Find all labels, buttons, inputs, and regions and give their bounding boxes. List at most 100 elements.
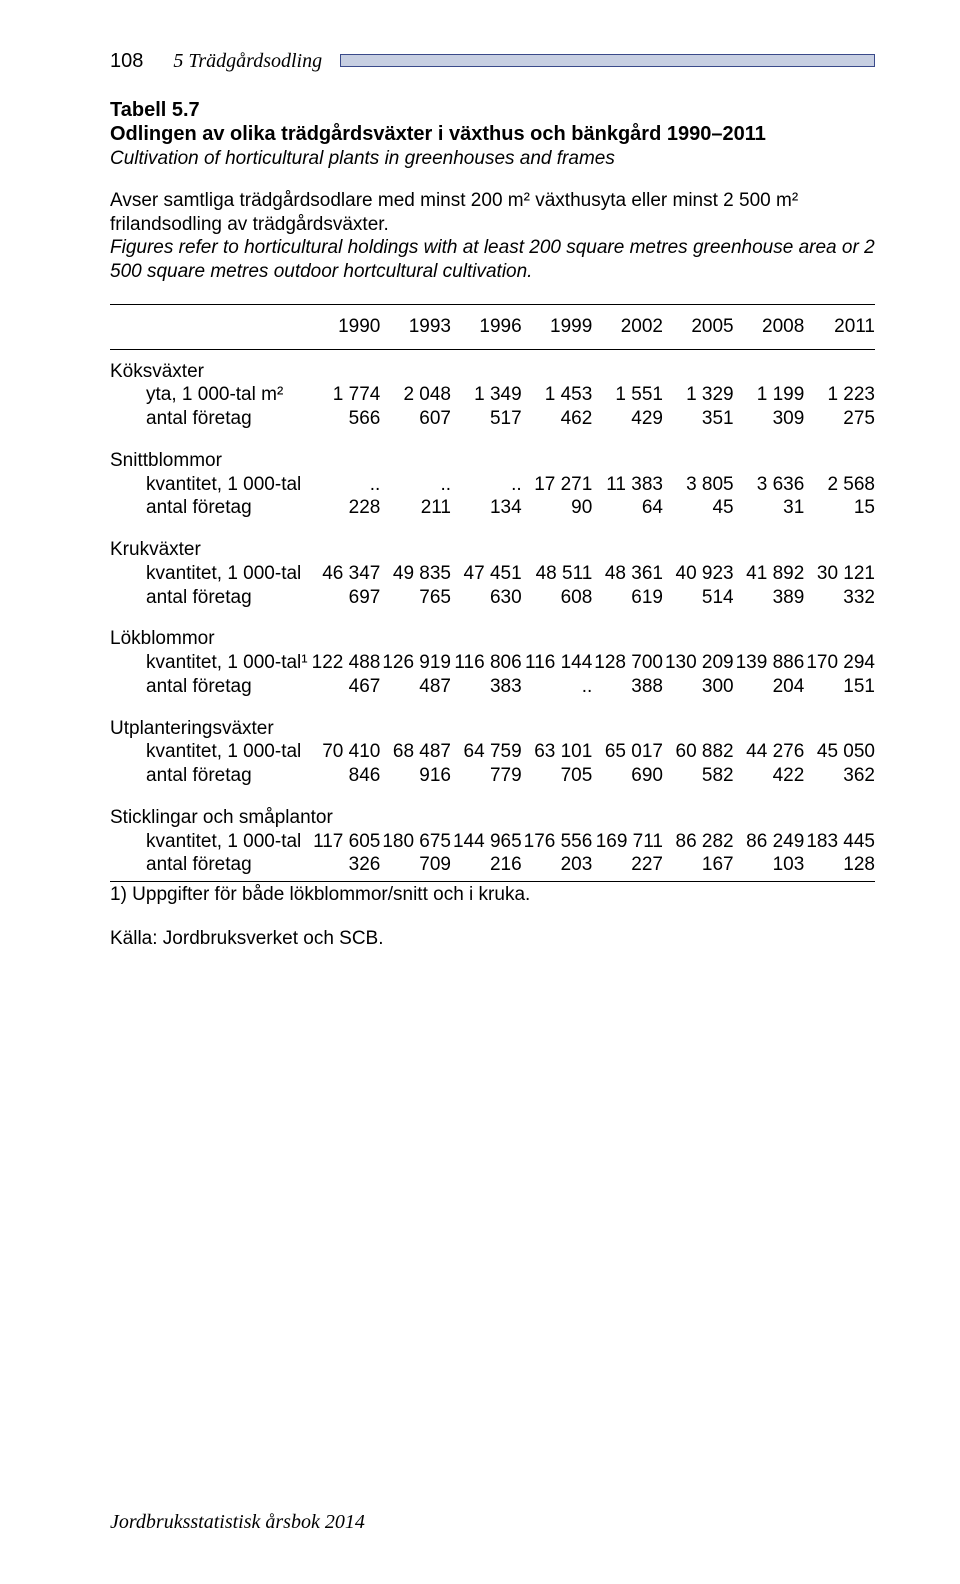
cell-value: 117 605 [310,830,381,854]
cell-value: 45 050 [804,740,875,764]
table-source: Källa: Jordbruksverket och SCB. [110,928,875,950]
header-year: 1999 [522,304,593,349]
cell-value: 846 [310,764,381,788]
cell-value: 183 445 [804,830,875,854]
cell-value: 144 965 [451,830,522,854]
cell-value: 70 410 [310,740,381,764]
table-header-row: 1990 1993 1996 1999 2002 2005 2008 2011 [110,304,875,349]
cell-value: 31 [734,496,805,520]
group-name: Lökblommor [110,609,875,651]
cell-value: 167 [663,853,734,881]
cell-value: 116 806 [451,651,522,675]
cell-value: 709 [380,853,451,881]
header-year: 1990 [310,304,381,349]
cell-value: 2 568 [804,473,875,497]
cell-value: 517 [451,407,522,431]
cell-value: 17 271 [522,473,593,497]
cell-value: 86 249 [734,830,805,854]
cell-value: 48 361 [592,562,663,586]
header-year: 2011 [804,304,875,349]
cell-value: 90 [522,496,593,520]
cell-value: 170 294 [804,651,875,675]
chapter-title: 5 Trädgårdsodling [173,50,322,73]
page-footer: Jordbruksstatistisk årsbok 2014 [110,1511,365,1534]
description-sv: Avser samtliga trädgårdsodlare med minst… [110,189,875,237]
header-year: 1996 [451,304,522,349]
group-name: Sticklingar och småplantor [110,788,875,830]
cell-value: 514 [663,586,734,610]
group-name: Köksväxter [110,349,875,383]
cell-value: 462 [522,407,593,431]
table-row: antal företag566607517462429351309275 [110,407,875,431]
group-name: Krukväxter [110,520,875,562]
cell-value: 351 [663,407,734,431]
cell-value: 11 383 [592,473,663,497]
table-row: antal företag2282111349064453115 [110,496,875,520]
table-row: antal företag467487383..388300204151 [110,675,875,699]
cell-value: .. [380,473,451,497]
cell-value: 309 [734,407,805,431]
cell-value: 467 [310,675,381,699]
row-label: antal företag [110,407,310,431]
cell-value: 228 [310,496,381,520]
cell-value: 3 636 [734,473,805,497]
cell-value: 422 [734,764,805,788]
row-label: kvantitet, 1 000-tal [110,473,310,497]
cell-value: 211 [380,496,451,520]
cell-value: 40 923 [663,562,734,586]
group-header-row: Utplanteringsväxter [110,699,875,741]
cell-value: 630 [451,586,522,610]
cell-value: 116 144 [522,651,593,675]
cell-value: 487 [380,675,451,699]
cell-value: 1 199 [734,383,805,407]
page-header: 108 5 Trädgårdsodling [110,50,875,73]
cell-value: 139 886 [734,651,805,675]
cell-value: 690 [592,764,663,788]
cell-value: 362 [804,764,875,788]
row-label: antal företag [110,764,310,788]
cell-value: 608 [522,586,593,610]
cell-value: 566 [310,407,381,431]
row-label: antal företag [110,853,310,881]
cell-value: 326 [310,853,381,881]
table-row: yta, 1 000-tal m²1 7742 0481 3491 4531 5… [110,383,875,407]
cell-value: 389 [734,586,805,610]
table-footnote: 1) Uppgifter för både lökblommor/snitt o… [110,884,875,906]
cell-value: 216 [451,853,522,881]
table-title-en: Cultivation of horticultural plants in g… [110,147,875,171]
cell-value: 122 488 [310,651,381,675]
cell-value: 128 700 [592,651,663,675]
cell-value: 582 [663,764,734,788]
group-header-row: Krukväxter [110,520,875,562]
cell-value: 86 282 [663,830,734,854]
cell-value: 68 487 [380,740,451,764]
cell-value: 64 759 [451,740,522,764]
table-row: antal företag846916779705690582422362 [110,764,875,788]
group-header-row: Lökblommor [110,609,875,651]
cell-value: 30 121 [804,562,875,586]
cell-value: 63 101 [522,740,593,764]
table-row: kvantitet, 1 000-tal117 605180 675144 96… [110,830,875,854]
cell-value: 705 [522,764,593,788]
header-year: 2002 [592,304,663,349]
page-number: 108 [110,50,143,73]
cell-value: 383 [451,675,522,699]
header-year: 2005 [663,304,734,349]
cell-value: 176 556 [522,830,593,854]
cell-value: 203 [522,853,593,881]
cell-value: 64 [592,496,663,520]
cell-value: 204 [734,675,805,699]
table-ref: Tabell 5.7 [110,99,875,122]
cell-value: 275 [804,407,875,431]
row-label: antal företag [110,496,310,520]
cell-value: 779 [451,764,522,788]
cell-value: 429 [592,407,663,431]
cell-value: 1 774 [310,383,381,407]
header-year: 2008 [734,304,805,349]
cell-value: 619 [592,586,663,610]
row-label: kvantitet, 1 000-tal¹ [110,651,310,675]
cell-value: 697 [310,586,381,610]
description-en: Figures refer to horticultural holdings … [110,236,875,284]
header-bar [340,54,875,67]
group-name: Utplanteringsväxter [110,699,875,741]
